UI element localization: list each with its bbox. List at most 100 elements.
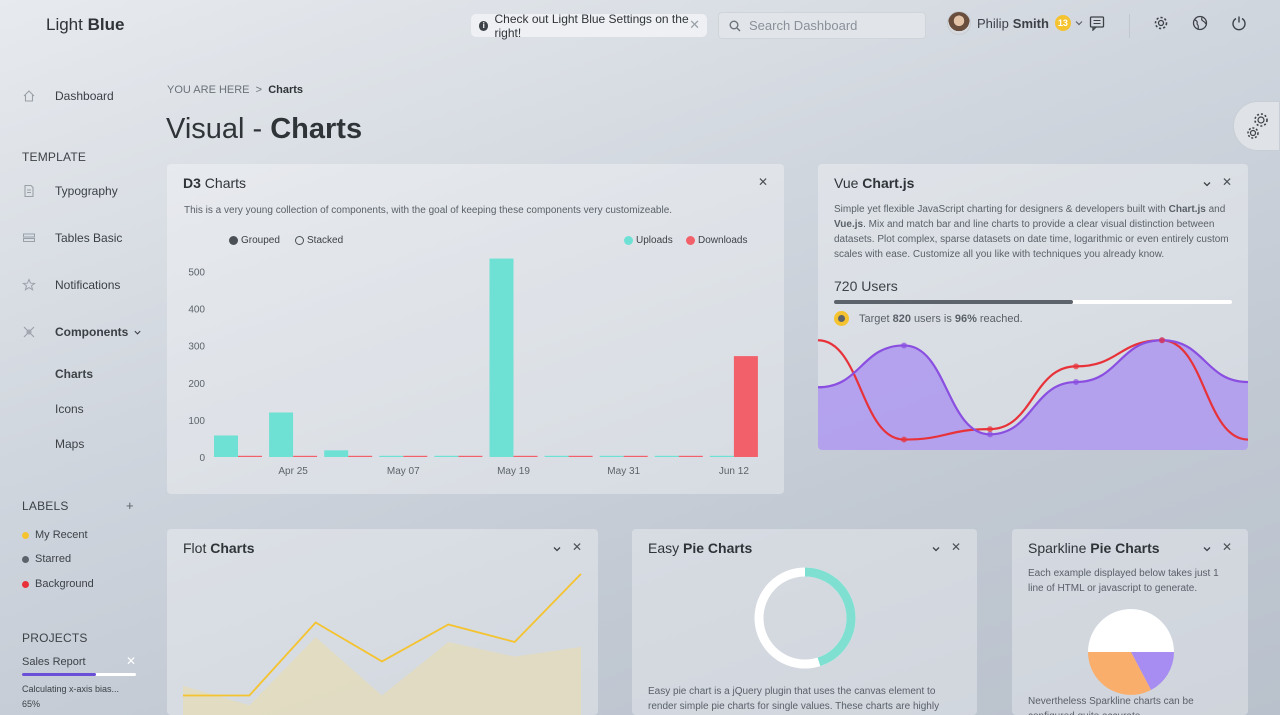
card-description-2: Nevertheless Sparkline charts can be con…	[1028, 696, 1194, 715]
star-icon	[22, 278, 36, 291]
sparkline-pie-chart	[1088, 609, 1174, 695]
card-title: Sparkline Pie Charts	[1028, 540, 1160, 556]
globe-icon[interactable]	[1192, 15, 1208, 31]
theme-settings-toggle[interactable]	[1233, 101, 1280, 151]
x-tick-label: May 19	[497, 466, 530, 477]
label-text: My Recent	[35, 529, 88, 541]
bar-uploads	[544, 455, 569, 457]
sparkline-card: Sparkline Pie Charts ✕ Each example disp…	[1012, 529, 1248, 715]
pie-value-arc	[754, 567, 856, 669]
search-placeholder: Search Dashboard	[749, 18, 858, 33]
label-text: Starred	[35, 553, 72, 565]
close-project-icon[interactable]: ✕	[126, 654, 137, 668]
radio-label: Stacked	[307, 235, 344, 246]
bar-uploads	[379, 455, 404, 457]
legend-dot	[624, 236, 633, 245]
card-description: Easy pie chart is a jQuery plugin that u…	[648, 686, 940, 712]
sidebar-item-typography[interactable]: Typography	[22, 184, 118, 198]
notification-badge: 13	[1054, 15, 1071, 31]
sidebar-label: Notifications	[55, 278, 121, 292]
bar-uploads	[709, 455, 734, 457]
vue-chartjs-card: Vue Chart.js ✕ Simple yet flexible JavaS…	[818, 164, 1248, 450]
card-title-bold: D3	[183, 175, 201, 191]
collapse-card-icon[interactable]	[931, 544, 941, 554]
bar-uploads	[654, 455, 679, 457]
label-my-recent[interactable]: My Recent	[22, 529, 88, 541]
sidebar: Dashboard TEMPLATE Typography Tables Bas…	[0, 60, 150, 715]
project-percent: 65%	[22, 699, 41, 709]
sidebar-item-components[interactable]: Components	[22, 325, 142, 339]
breadcrumb: YOU ARE HERE > Charts	[167, 84, 304, 96]
vue-line-chart	[818, 337, 1248, 450]
desc-text: . Mix and match bar and line charts to p…	[834, 219, 1229, 260]
collapse-card-icon[interactable]	[1202, 179, 1212, 189]
bar-uploads	[214, 435, 238, 457]
easy-pie-chart	[754, 567, 856, 669]
stacked-radio[interactable]: Stacked	[295, 235, 343, 246]
legend-label: Downloads	[698, 235, 748, 246]
page-title: Visual - Charts	[166, 113, 362, 146]
document-icon	[24, 184, 34, 198]
label-text: Background	[35, 578, 94, 590]
avatar	[947, 11, 971, 35]
breadcrumb-current: Charts	[268, 84, 304, 96]
sidebar-subitem-charts[interactable]: Charts	[55, 367, 94, 381]
radio-dot	[295, 236, 304, 245]
bar-uploads	[434, 455, 459, 457]
close-notice-icon[interactable]: ✕	[689, 17, 700, 32]
settings-gear-icon[interactable]	[1153, 15, 1169, 31]
settings-notice: i Check out Light Blue Settings on the r…	[471, 12, 707, 40]
y-tick-label: 200	[188, 379, 205, 390]
power-icon[interactable]	[1231, 15, 1247, 31]
target-number: 820	[892, 312, 911, 325]
search-input[interactable]: Search Dashboard	[718, 12, 926, 39]
target-text: reached.	[979, 312, 1023, 325]
sidebar-item-notifications[interactable]: Notifications	[22, 278, 120, 292]
messages-icon[interactable]	[1089, 15, 1105, 31]
collapse-card-icon[interactable]	[552, 544, 562, 554]
close-card-icon[interactable]: ✕	[757, 175, 768, 189]
close-card-icon[interactable]: ✕	[1221, 540, 1232, 554]
bar-downloads	[733, 356, 758, 457]
header-divider	[1129, 14, 1130, 38]
close-card-icon[interactable]: ✕	[950, 540, 961, 554]
chevron-down-icon	[134, 330, 141, 335]
label-starred[interactable]: Starred	[22, 553, 71, 565]
label-dot	[22, 580, 29, 588]
sidebar-subitem-icons[interactable]: Icons	[55, 402, 84, 416]
label-background[interactable]: Background	[22, 578, 94, 590]
bar-downloads	[678, 455, 703, 457]
d3-charts-card: D3 Charts ✕ This is a very young collect…	[167, 164, 784, 494]
bar-downloads	[348, 455, 373, 457]
projects-heading: PROJECTS	[22, 631, 88, 645]
legend-label: Uploads	[636, 235, 673, 246]
target-status: Target 820 users is 96% reached.	[834, 311, 1023, 326]
close-card-icon[interactable]: ✕	[571, 540, 582, 554]
page-title-bold: Charts	[270, 113, 363, 145]
pie-slice	[1088, 652, 1151, 695]
legend-dot	[686, 236, 695, 245]
project-name[interactable]: Sales Report	[22, 656, 86, 668]
legend-uploads[interactable]: Uploads	[624, 235, 673, 246]
card-description: Each example displayed below takes just …	[1028, 568, 1219, 594]
user-menu[interactable]: Philip Smith 13	[947, 11, 1084, 35]
y-tick-label: 100	[188, 416, 205, 427]
bar-downloads	[458, 455, 483, 457]
bar-downloads	[403, 455, 428, 457]
grouped-radio[interactable]: Grouped	[229, 235, 280, 246]
collapse-card-icon[interactable]	[1202, 544, 1212, 554]
sidebar-item-dashboard[interactable]: Dashboard	[22, 89, 114, 103]
sidebar-subitem-maps[interactable]: Maps	[55, 437, 85, 451]
sidebar-item-tables[interactable]: Tables Basic	[22, 231, 122, 245]
card-description: This is a very young collection of compo…	[184, 205, 673, 216]
users-progress-fill	[834, 300, 1073, 304]
users-count: 720 Users	[834, 278, 898, 294]
breadcrumb-prefix: YOU ARE HERE	[167, 84, 250, 96]
data-point	[901, 436, 907, 443]
add-label-icon[interactable]: +	[126, 498, 134, 513]
radio-label: Grouped	[241, 235, 280, 246]
close-card-icon[interactable]: ✕	[1221, 175, 1232, 189]
logo[interactable]: Light Blue	[46, 15, 124, 35]
legend-downloads[interactable]: Downloads	[686, 235, 747, 246]
target-text: users is	[913, 312, 952, 325]
